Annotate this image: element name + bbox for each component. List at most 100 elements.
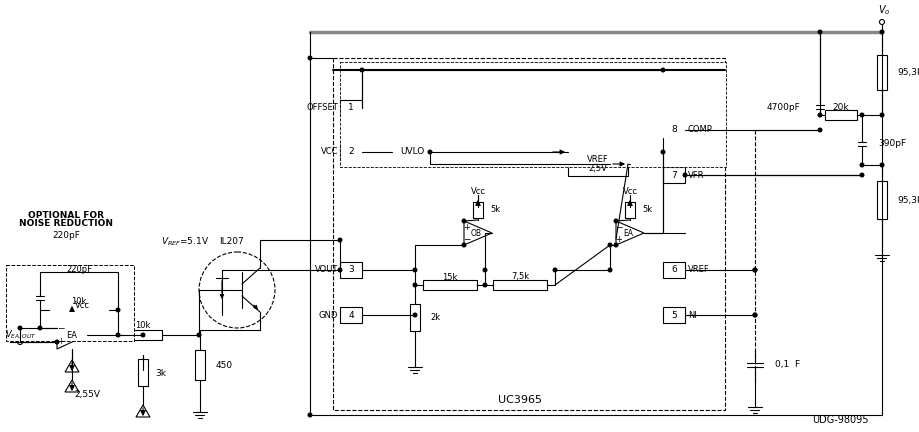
Text: 3: 3 [347, 266, 354, 274]
Text: 5: 5 [670, 311, 676, 320]
Text: $V_{REF}$=5.1V: $V_{REF}$=5.1V [161, 236, 209, 248]
Text: 1: 1 [347, 104, 354, 112]
Circle shape [661, 68, 664, 72]
Text: NOISE REDUCTION: NOISE REDUCTION [19, 219, 113, 229]
Circle shape [661, 150, 664, 154]
Circle shape [308, 56, 312, 60]
Circle shape [607, 268, 611, 272]
Circle shape [859, 163, 863, 167]
Text: Vcc: Vcc [74, 301, 89, 309]
Bar [423, 280, 476, 290]
Text: 2: 2 [347, 147, 354, 156]
Circle shape [753, 268, 756, 272]
Text: GND: GND [318, 311, 337, 320]
Bar [493, 280, 546, 290]
Circle shape [461, 243, 465, 247]
Circle shape [413, 283, 416, 287]
Bar [333, 58, 724, 410]
Circle shape [413, 313, 416, 317]
Text: 7: 7 [670, 171, 676, 180]
Text: 10k: 10k [72, 298, 86, 306]
Text: VFR: VFR [687, 171, 704, 180]
Text: UDG-98095: UDG-98095 [811, 415, 868, 425]
Circle shape [116, 333, 119, 337]
Text: −: − [57, 324, 64, 333]
Circle shape [413, 268, 416, 272]
Bar [195, 350, 205, 380]
Circle shape [461, 219, 465, 223]
Text: COMP: COMP [687, 126, 712, 134]
Circle shape [338, 268, 342, 272]
Bar [50, 305, 108, 315]
Circle shape [753, 268, 756, 272]
Text: 8: 8 [670, 126, 676, 134]
Bar [124, 330, 162, 340]
Circle shape [482, 283, 486, 287]
Circle shape [116, 308, 119, 312]
Text: 220pF: 220pF [52, 231, 80, 239]
Circle shape [338, 238, 342, 242]
Text: +: + [58, 337, 64, 346]
Text: +: + [615, 235, 622, 244]
Polygon shape [65, 380, 79, 392]
Polygon shape [616, 221, 643, 245]
Text: Vcc: Vcc [622, 187, 637, 197]
Bar [472, 203, 482, 218]
Circle shape [141, 333, 144, 337]
Text: IL207: IL207 [220, 238, 244, 247]
Text: OB: OB [470, 229, 481, 238]
Text: +: + [463, 222, 470, 232]
Text: Vcc: Vcc [470, 187, 485, 197]
Text: VREF: VREF [687, 266, 709, 274]
Text: VOUT: VOUT [314, 266, 337, 274]
Circle shape [360, 68, 363, 72]
Text: UVLO: UVLO [400, 147, 424, 156]
Circle shape [552, 268, 556, 272]
Circle shape [753, 313, 756, 317]
Bar [340, 100, 361, 116]
Circle shape [817, 30, 821, 34]
Circle shape [859, 113, 863, 117]
Circle shape [817, 113, 821, 117]
Bar [340, 144, 361, 160]
Text: 3k: 3k [154, 368, 165, 378]
Text: 7,5k: 7,5k [510, 273, 528, 282]
Bar [6, 265, 134, 341]
Circle shape [39, 326, 41, 330]
Text: 2,55V: 2,55V [74, 391, 100, 400]
Text: VREF: VREF [586, 156, 608, 165]
Text: −: − [463, 235, 471, 244]
Text: 0,1  F: 0,1 F [774, 360, 800, 369]
Text: EA: EA [622, 229, 632, 238]
Circle shape [817, 128, 821, 132]
Bar [663, 262, 685, 278]
Bar [410, 304, 420, 331]
Polygon shape [136, 405, 150, 417]
Bar [663, 167, 685, 183]
Text: $V_o$: $V_o$ [877, 3, 890, 17]
Text: 10k: 10k [135, 321, 151, 330]
Text: OFFSET: OFFSET [306, 104, 337, 112]
Circle shape [197, 333, 200, 337]
Bar [824, 110, 856, 120]
Circle shape [753, 313, 756, 317]
Circle shape [614, 243, 618, 247]
Circle shape [55, 340, 59, 344]
Bar [340, 307, 361, 323]
Text: 390pF: 390pF [877, 140, 905, 149]
Text: 95,3k: 95,3k [896, 196, 919, 204]
Circle shape [879, 163, 883, 167]
Text: 15k: 15k [442, 273, 457, 282]
Text: 2,5V: 2,5V [588, 165, 607, 174]
Bar [663, 122, 685, 138]
Bar [624, 203, 634, 218]
Polygon shape [65, 360, 79, 372]
Polygon shape [57, 321, 87, 349]
Bar [340, 262, 361, 278]
Text: 4700pF: 4700pF [766, 102, 800, 111]
Text: −: − [615, 222, 622, 232]
Text: 220pF: 220pF [66, 266, 92, 274]
Circle shape [614, 219, 618, 223]
Text: 6: 6 [670, 266, 676, 274]
Text: EA: EA [66, 330, 77, 340]
